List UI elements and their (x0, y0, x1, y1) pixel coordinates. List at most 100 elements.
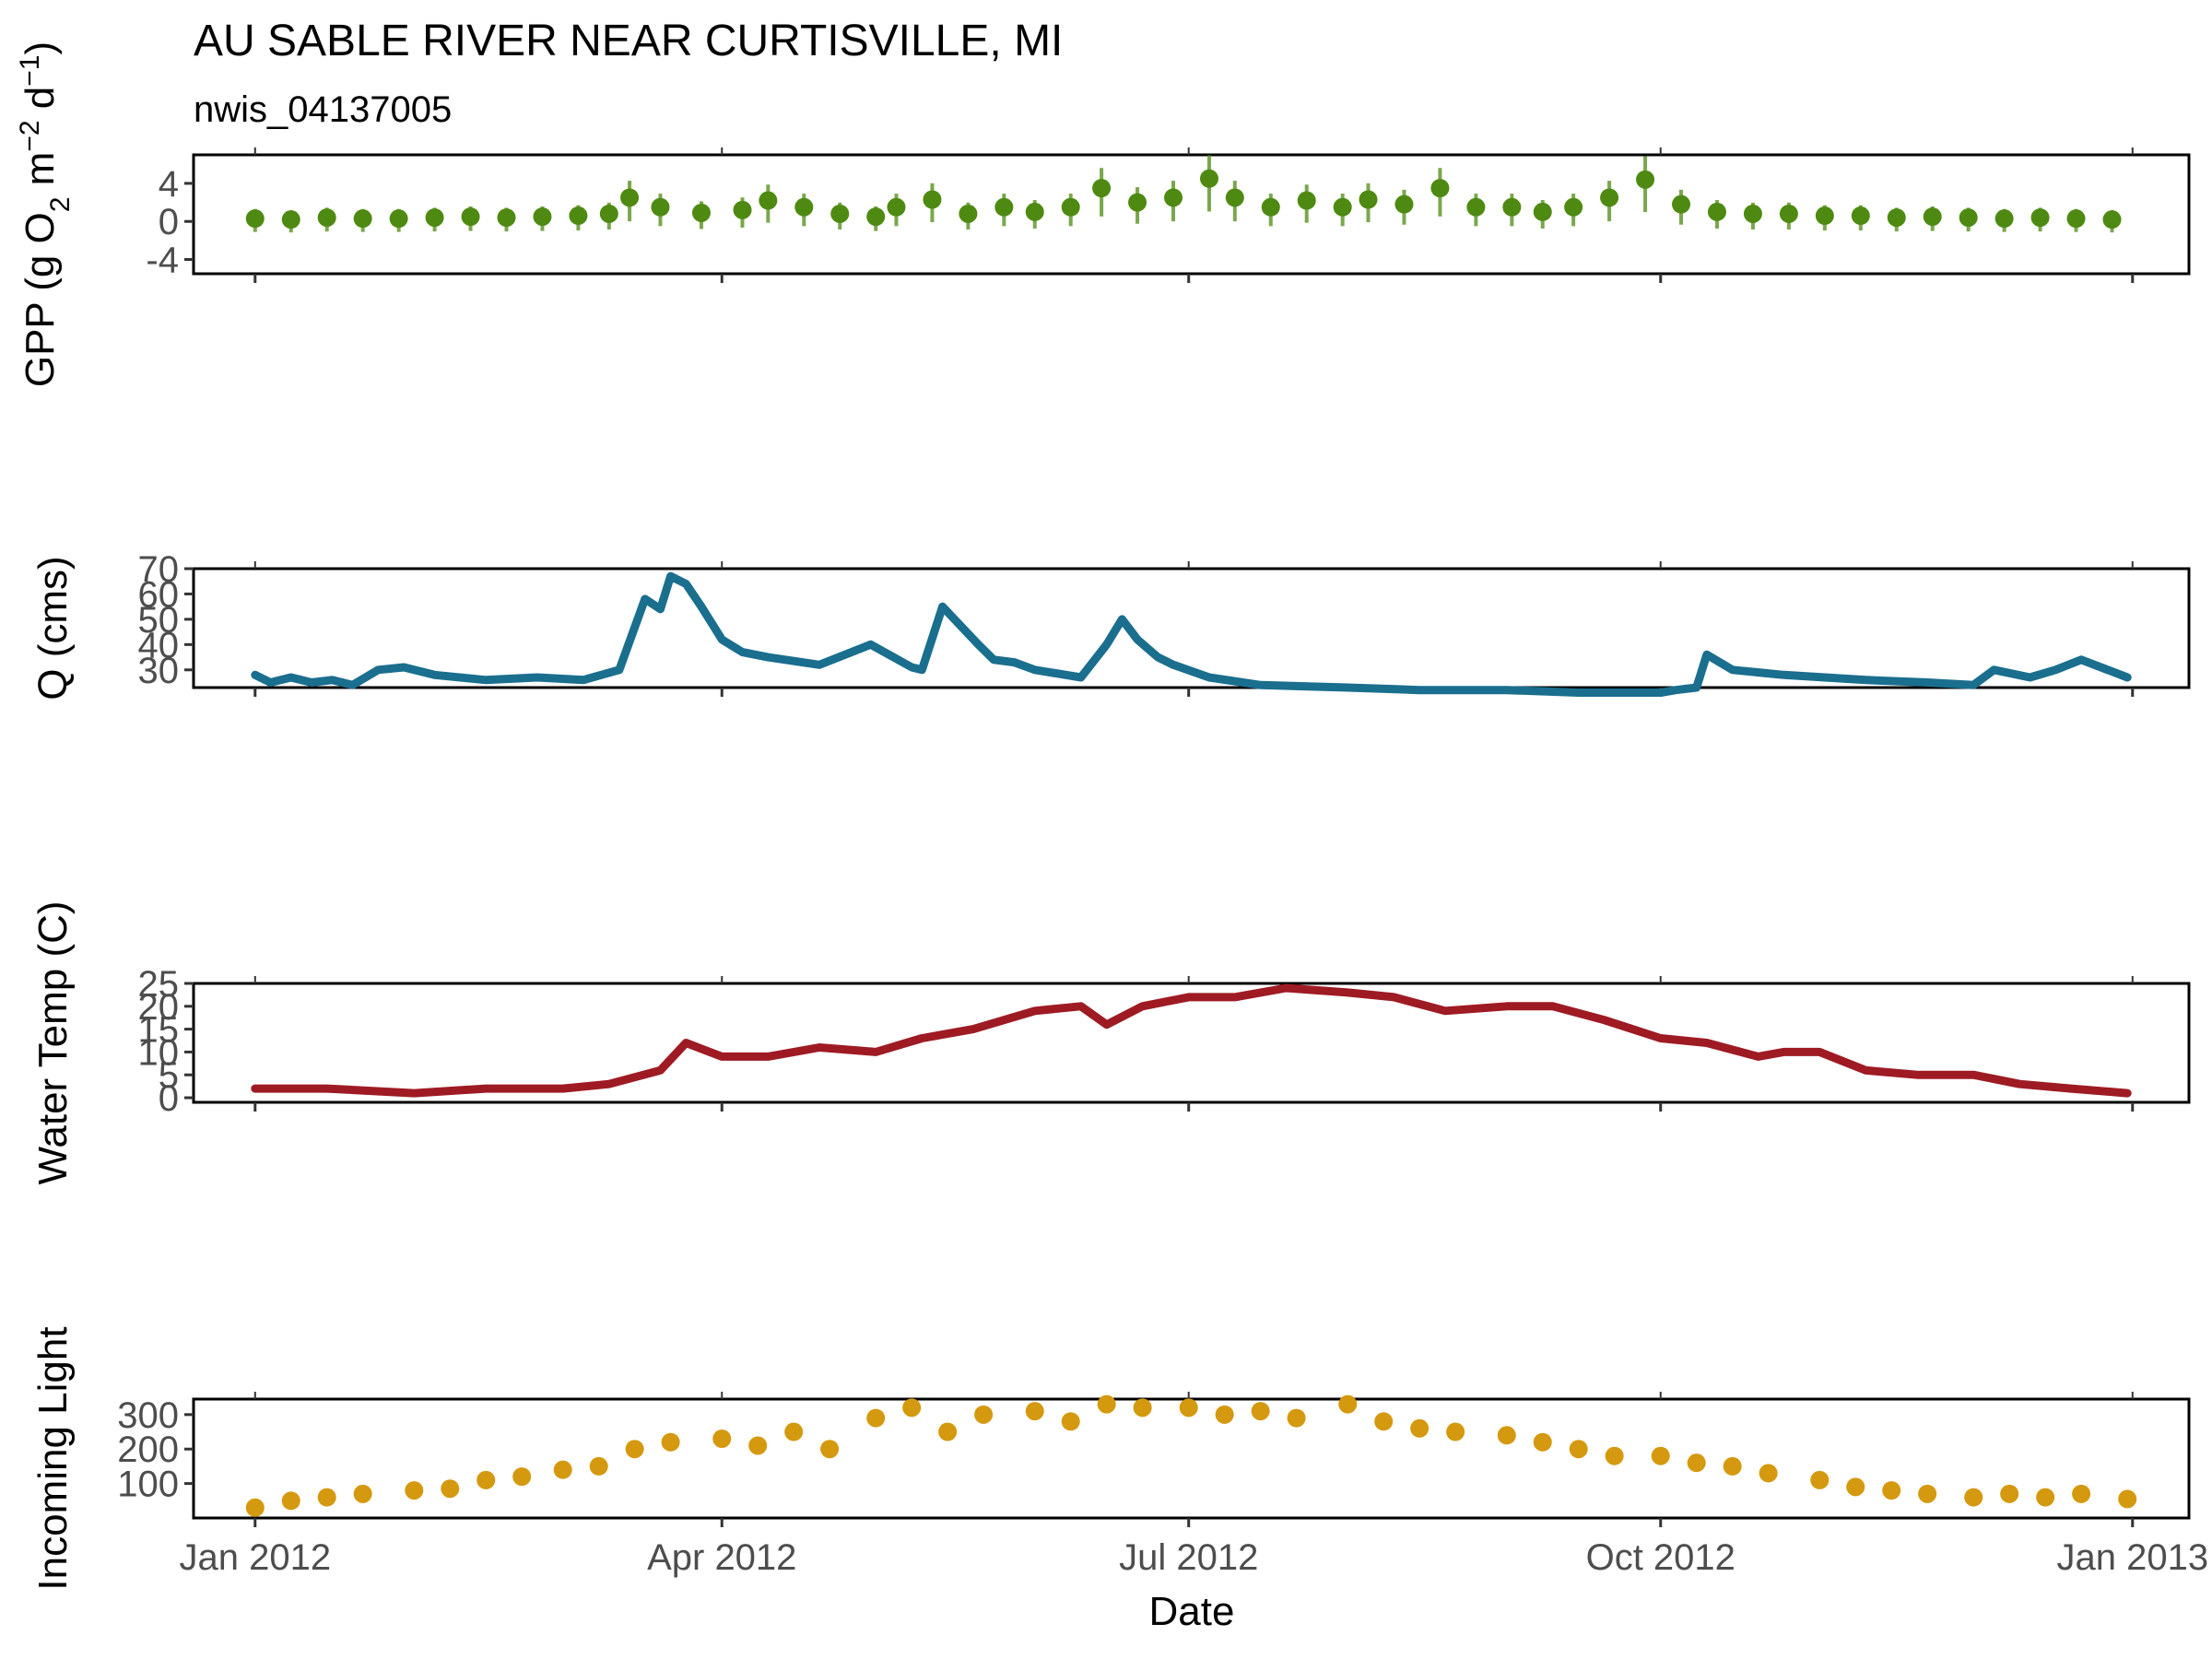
data-point-gpp (733, 200, 752, 219)
data-point-light (1882, 1481, 1901, 1500)
data-point-gpp (599, 204, 618, 223)
data-point-gpp (1297, 191, 1316, 210)
data-point-gpp (1743, 204, 1762, 223)
data-point-light (477, 1470, 496, 1489)
data-point-light (589, 1456, 608, 1476)
data-point-light (902, 1398, 922, 1418)
data-point-gpp (1261, 197, 1280, 217)
data-point-light (748, 1436, 768, 1455)
data-point-gpp (1959, 208, 1978, 228)
y-tick-label: 200 (117, 1430, 179, 1470)
y-tick-label: 300 (117, 1395, 179, 1436)
data-point-gpp (461, 207, 480, 227)
data-point-gpp (1430, 179, 1450, 198)
panel-border (192, 982, 2191, 1104)
data-point-gpp (994, 197, 1014, 217)
data-point-gpp (1707, 202, 1726, 221)
chart-subtitle: nwis_04137005 (194, 89, 452, 130)
data-point-gpp (497, 208, 516, 228)
y-tick-label: 50 (138, 600, 180, 641)
data-point-light (1687, 1453, 1706, 1473)
data-point-light (1497, 1426, 1516, 1445)
data-point-gpp (1394, 194, 1414, 214)
data-point-gpp (1333, 197, 1352, 217)
data-point-light (784, 1422, 804, 1441)
data-point-gpp (620, 188, 640, 207)
y-tick-label: 4 (159, 164, 179, 205)
data-point-gpp (1779, 204, 1798, 223)
data-point-gpp (887, 197, 906, 217)
data-point-light (1287, 1408, 1306, 1428)
y-tick-label: 0 (159, 202, 179, 242)
data-point-gpp (1636, 170, 1655, 189)
data-point-gpp (281, 210, 300, 229)
data-point-gpp (1600, 188, 1619, 207)
panel-border (192, 567, 2191, 689)
data-point-gpp (2030, 208, 2050, 228)
y-axis-label: Water Temp (C) (30, 900, 76, 1184)
y-tick-label: 100 (117, 1465, 179, 1505)
data-point-light (2000, 1484, 2019, 1503)
data-point-gpp (245, 209, 265, 229)
data-point-gpp (2102, 210, 2122, 229)
y-axis-label: Q (cms) (30, 556, 76, 700)
data-point-light (1215, 1405, 1234, 1424)
y-tick-label: 20 (138, 987, 180, 1028)
data-point-gpp (1887, 208, 1906, 228)
data-point-light (553, 1460, 572, 1479)
y-tick-label: 60 (138, 574, 180, 615)
data-point-gpp (1061, 197, 1080, 217)
y-tick-label: 5 (159, 1055, 179, 1096)
data-point-light (661, 1432, 680, 1452)
data-point-light (1410, 1418, 1430, 1438)
data-point-gpp (1533, 202, 1552, 221)
data-point-light (1846, 1477, 1865, 1497)
data-point-light (317, 1488, 336, 1507)
series-line-q (251, 571, 2132, 697)
data-point-light (245, 1498, 265, 1517)
data-point-light (405, 1481, 424, 1500)
data-point-gpp (1092, 179, 1112, 198)
y-tick-label: 0 (159, 1078, 179, 1119)
data-point-light (712, 1430, 732, 1448)
data-point-light (2036, 1488, 2055, 1507)
data-point-light (512, 1467, 532, 1487)
x-axis-label: Date (1149, 1589, 1235, 1634)
data-point-light (281, 1491, 300, 1511)
y-tick-label: 25 (138, 964, 180, 1005)
data-point-gpp (569, 206, 588, 226)
data-point-gpp (1164, 188, 1183, 207)
data-point-light (1759, 1464, 1778, 1483)
data-point-gpp (959, 204, 978, 223)
data-point-light (1569, 1440, 1588, 1459)
y-tick-label: 40 (138, 625, 180, 665)
data-point-gpp (691, 203, 711, 222)
data-point-light (1533, 1432, 1552, 1452)
data-point-light (1097, 1394, 1116, 1414)
x-tick-label: Jan 2013 (2056, 1537, 2208, 1578)
data-point-light (1918, 1484, 1937, 1503)
data-point-light (353, 1484, 372, 1503)
data-point-gpp (866, 207, 886, 227)
data-point-gpp (2066, 209, 2086, 229)
data-point-light (1810, 1470, 1830, 1489)
data-point-gpp (425, 208, 444, 228)
data-point-light (866, 1408, 886, 1428)
data-point-gpp (794, 197, 814, 217)
data-point-gpp (830, 204, 850, 223)
data-point-light (1251, 1402, 1270, 1421)
data-point-light (820, 1440, 840, 1459)
data-point-gpp (1199, 169, 1218, 188)
data-point-gpp (389, 209, 408, 229)
data-point-light (1446, 1422, 1465, 1441)
data-point-light (1374, 1412, 1394, 1431)
data-point-gpp (317, 208, 336, 228)
data-point-gpp (759, 191, 778, 210)
data-point-gpp (1466, 197, 1486, 217)
data-point-gpp (353, 209, 372, 229)
data-point-gpp (1502, 197, 1522, 217)
